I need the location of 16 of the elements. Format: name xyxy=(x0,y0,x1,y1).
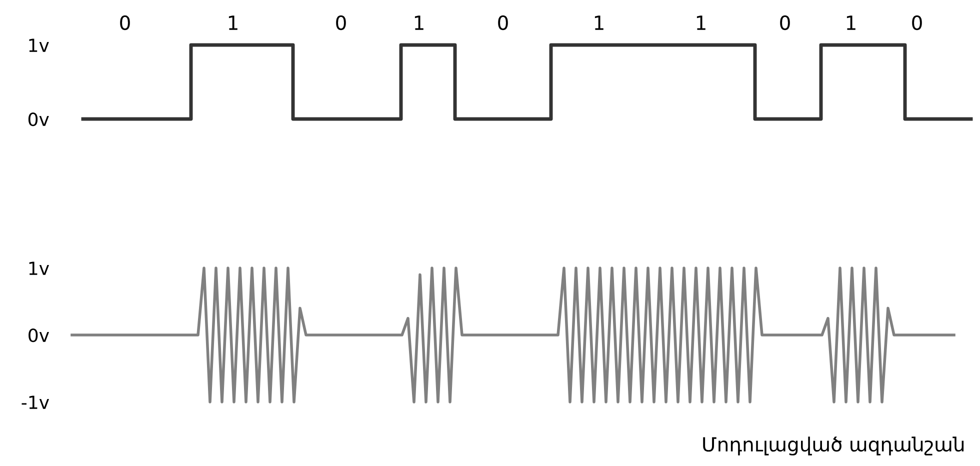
y-tick-label: 1v xyxy=(29,38,49,52)
x-tick-label: 0 xyxy=(912,15,922,30)
x-tick-label: 0 xyxy=(336,15,346,30)
x-tick-label: 1 xyxy=(696,16,706,30)
y-tick-label: 0v xyxy=(28,112,49,126)
x-tick-label: 1 xyxy=(414,16,424,30)
x-tick-label: 0 xyxy=(780,15,790,30)
x-tick-label: 0 xyxy=(120,15,130,30)
x-tick-label: 1 xyxy=(594,16,604,30)
y-tick-label: -1v xyxy=(22,396,50,409)
x-tick-label: 1 xyxy=(228,16,238,30)
y-tick-label: 0v xyxy=(28,328,50,342)
y-tick-label: 1v xyxy=(29,262,50,275)
text: Մոդուլացված ազդանշան xyxy=(703,436,964,456)
x-tick-label: 1 xyxy=(846,16,856,30)
x-tick-label: 0 xyxy=(498,15,508,30)
